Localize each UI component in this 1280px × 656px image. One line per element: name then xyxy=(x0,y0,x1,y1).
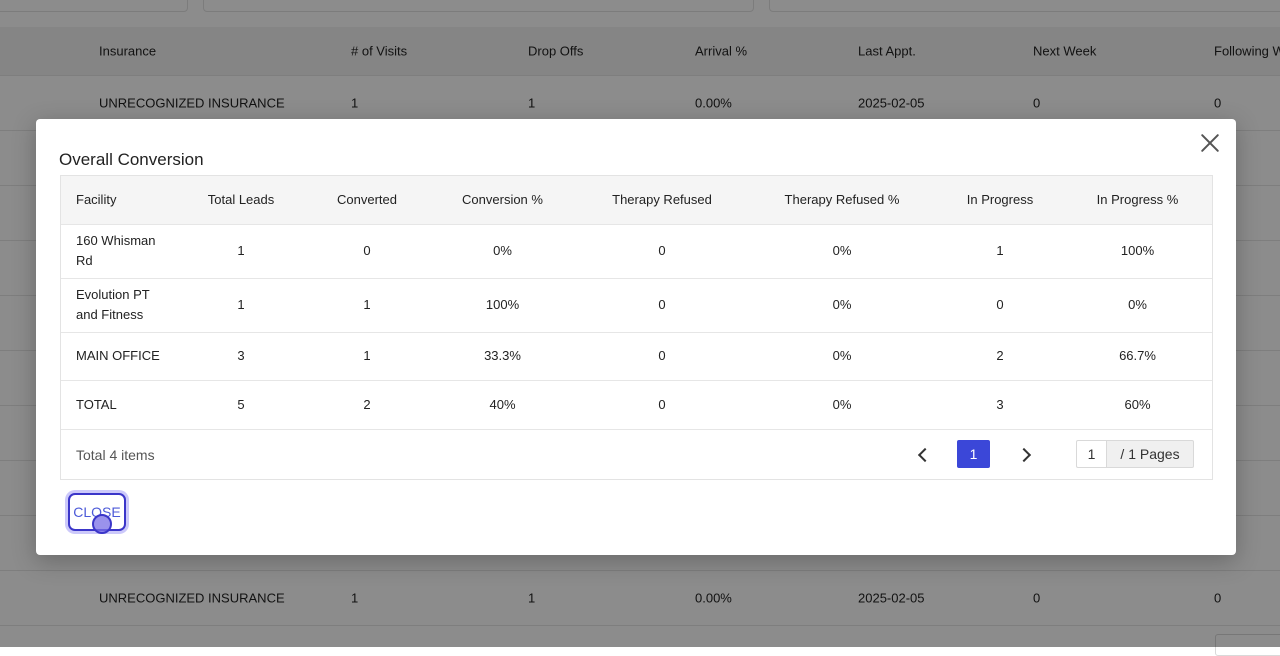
in-progress-cell: 1 xyxy=(937,223,1063,278)
converted-cell: 2 xyxy=(306,379,428,429)
next-week-cell: 0 xyxy=(1033,590,1041,606)
following-week-cell: 0 xyxy=(1214,95,1222,111)
page-1-button[interactable]: 1 xyxy=(957,440,990,468)
converted-cell: 0 xyxy=(306,223,428,278)
filter-card xyxy=(769,0,1280,12)
chevron-left-icon xyxy=(917,447,933,463)
following-week-cell: 0 xyxy=(1214,590,1222,606)
close-icon[interactable] xyxy=(1200,133,1220,153)
pages-label: / 1 Pages xyxy=(1106,440,1194,468)
close-button[interactable]: CLOSE xyxy=(68,493,126,531)
page-jump-input[interactable] xyxy=(1076,440,1106,468)
therapy-refused-pct-cell: 0% xyxy=(747,379,937,429)
column-header-facility[interactable]: Facility xyxy=(76,192,117,208)
visits-cell: 1 xyxy=(351,95,359,111)
therapy-refused-cell: 0 xyxy=(577,223,747,278)
column-header-therapy-refused[interactable]: Therapy Refused xyxy=(612,192,712,208)
column-header-total-leads[interactable]: Total Leads xyxy=(207,192,275,208)
drop-offs-cell: 1 xyxy=(528,95,536,111)
column-header-conversion-pct[interactable]: Conversion % xyxy=(462,192,543,208)
column-header-insurance[interactable]: Insurance xyxy=(99,43,157,59)
conversion-pct-cell: 100% xyxy=(428,277,577,332)
therapy-refused-pct-cell: 0% xyxy=(747,223,937,278)
in-progress-pct-cell: 60% xyxy=(1063,379,1212,429)
conversion-pct-cell: 33.3% xyxy=(428,331,577,380)
next-week-cell: 0 xyxy=(1033,95,1041,111)
total-leads-cell: 3 xyxy=(176,331,306,380)
table-row[interactable]: 160 Whisman Rd 1 0 0% 0 0% 1 100% xyxy=(61,223,1212,278)
last-appt-cell: 2025-02-05 xyxy=(858,95,925,111)
insurance-table-header: Insurance # of Visits Drop Offs Arrival … xyxy=(0,27,1280,76)
total-leads-cell: 5 xyxy=(176,379,306,429)
column-header-drop-offs[interactable]: Drop Offs xyxy=(528,43,584,59)
filter-card xyxy=(203,0,754,12)
column-header-visits[interactable]: # of Visits xyxy=(351,43,408,59)
converted-cell: 1 xyxy=(306,331,428,380)
table-row[interactable]: UNRECOGNIZED INSURANCE 1 1 0.00% 2025-02… xyxy=(0,571,1280,626)
column-header-in-progress-pct[interactable]: In Progress % xyxy=(1096,192,1179,208)
overall-conversion-modal: Overall Conversion Facility Total Leads … xyxy=(36,119,1236,555)
arrival-cell: 0.00% xyxy=(695,95,732,111)
modal-title: Overall Conversion xyxy=(59,150,204,169)
conversion-pct-cell: 0% xyxy=(428,223,577,278)
conversion-pct-cell: 40% xyxy=(428,379,577,429)
therapy-refused-cell: 0 xyxy=(577,379,747,429)
total-items-label: Total 4 items xyxy=(76,446,155,463)
column-header-arrival[interactable]: Arrival % xyxy=(695,43,748,59)
table-row[interactable]: Evolution PT and Fitness 1 1 100% 0 0% 0… xyxy=(61,277,1212,332)
facility-cell: TOTAL xyxy=(61,379,176,429)
in-progress-cell: 3 xyxy=(937,379,1063,429)
column-header-following-week[interactable]: Following W xyxy=(1214,43,1280,59)
insurance-cell: UNRECOGNIZED INSURANCE xyxy=(99,590,285,606)
arrival-cell: 0.00% xyxy=(695,590,732,606)
table-footer: Total 4 items 1 / 1 Pages xyxy=(61,429,1212,479)
therapy-refused-cell: 0 xyxy=(577,277,747,332)
in-progress-pct-cell: 66.7% xyxy=(1063,331,1212,380)
in-progress-cell: 0 xyxy=(937,277,1063,332)
insurance-cell: UNRECOGNIZED INSURANCE xyxy=(99,95,285,111)
conversion-table: Facility Total Leads Converted Conversio… xyxy=(60,175,1213,480)
filter-card xyxy=(0,0,188,12)
in-progress-pct-cell: 0% xyxy=(1063,277,1212,332)
facility-cell: Evolution PT and Fitness xyxy=(61,277,176,332)
last-appt-cell: 2025-02-05 xyxy=(858,590,925,606)
chevron-right-icon xyxy=(1016,447,1032,463)
prev-page-button[interactable] xyxy=(911,443,935,467)
next-page-button[interactable] xyxy=(1014,443,1038,467)
therapy-refused-cell: 0 xyxy=(577,331,747,380)
in-progress-cell: 2 xyxy=(937,331,1063,380)
column-header-therapy-refused-pct[interactable]: Therapy Refused % xyxy=(784,192,900,208)
conversion-table-header: Facility Total Leads Converted Conversio… xyxy=(61,176,1212,224)
facility-cell: 160 Whisman Rd xyxy=(61,223,176,278)
table-row[interactable]: MAIN OFFICE 3 1 33.3% 0 0% 2 66.7% xyxy=(61,331,1212,380)
in-progress-pct-cell: 100% xyxy=(1063,223,1212,278)
table-row-total[interactable]: TOTAL 5 2 40% 0 0% 3 60% xyxy=(61,379,1212,429)
total-leads-cell: 1 xyxy=(176,223,306,278)
drop-offs-cell: 1 xyxy=(528,590,536,606)
therapy-refused-pct-cell: 0% xyxy=(747,331,937,380)
facility-cell: MAIN OFFICE xyxy=(61,331,176,380)
therapy-refused-pct-cell: 0% xyxy=(747,277,937,332)
total-leads-cell: 1 xyxy=(176,277,306,332)
column-header-next-week[interactable]: Next Week xyxy=(1033,43,1097,59)
column-header-in-progress[interactable]: In Progress xyxy=(966,192,1034,208)
visits-cell: 1 xyxy=(351,590,359,606)
column-header-last-appt[interactable]: Last Appt. xyxy=(858,43,916,59)
column-header-converted[interactable]: Converted xyxy=(337,192,397,208)
converted-cell: 1 xyxy=(306,277,428,332)
